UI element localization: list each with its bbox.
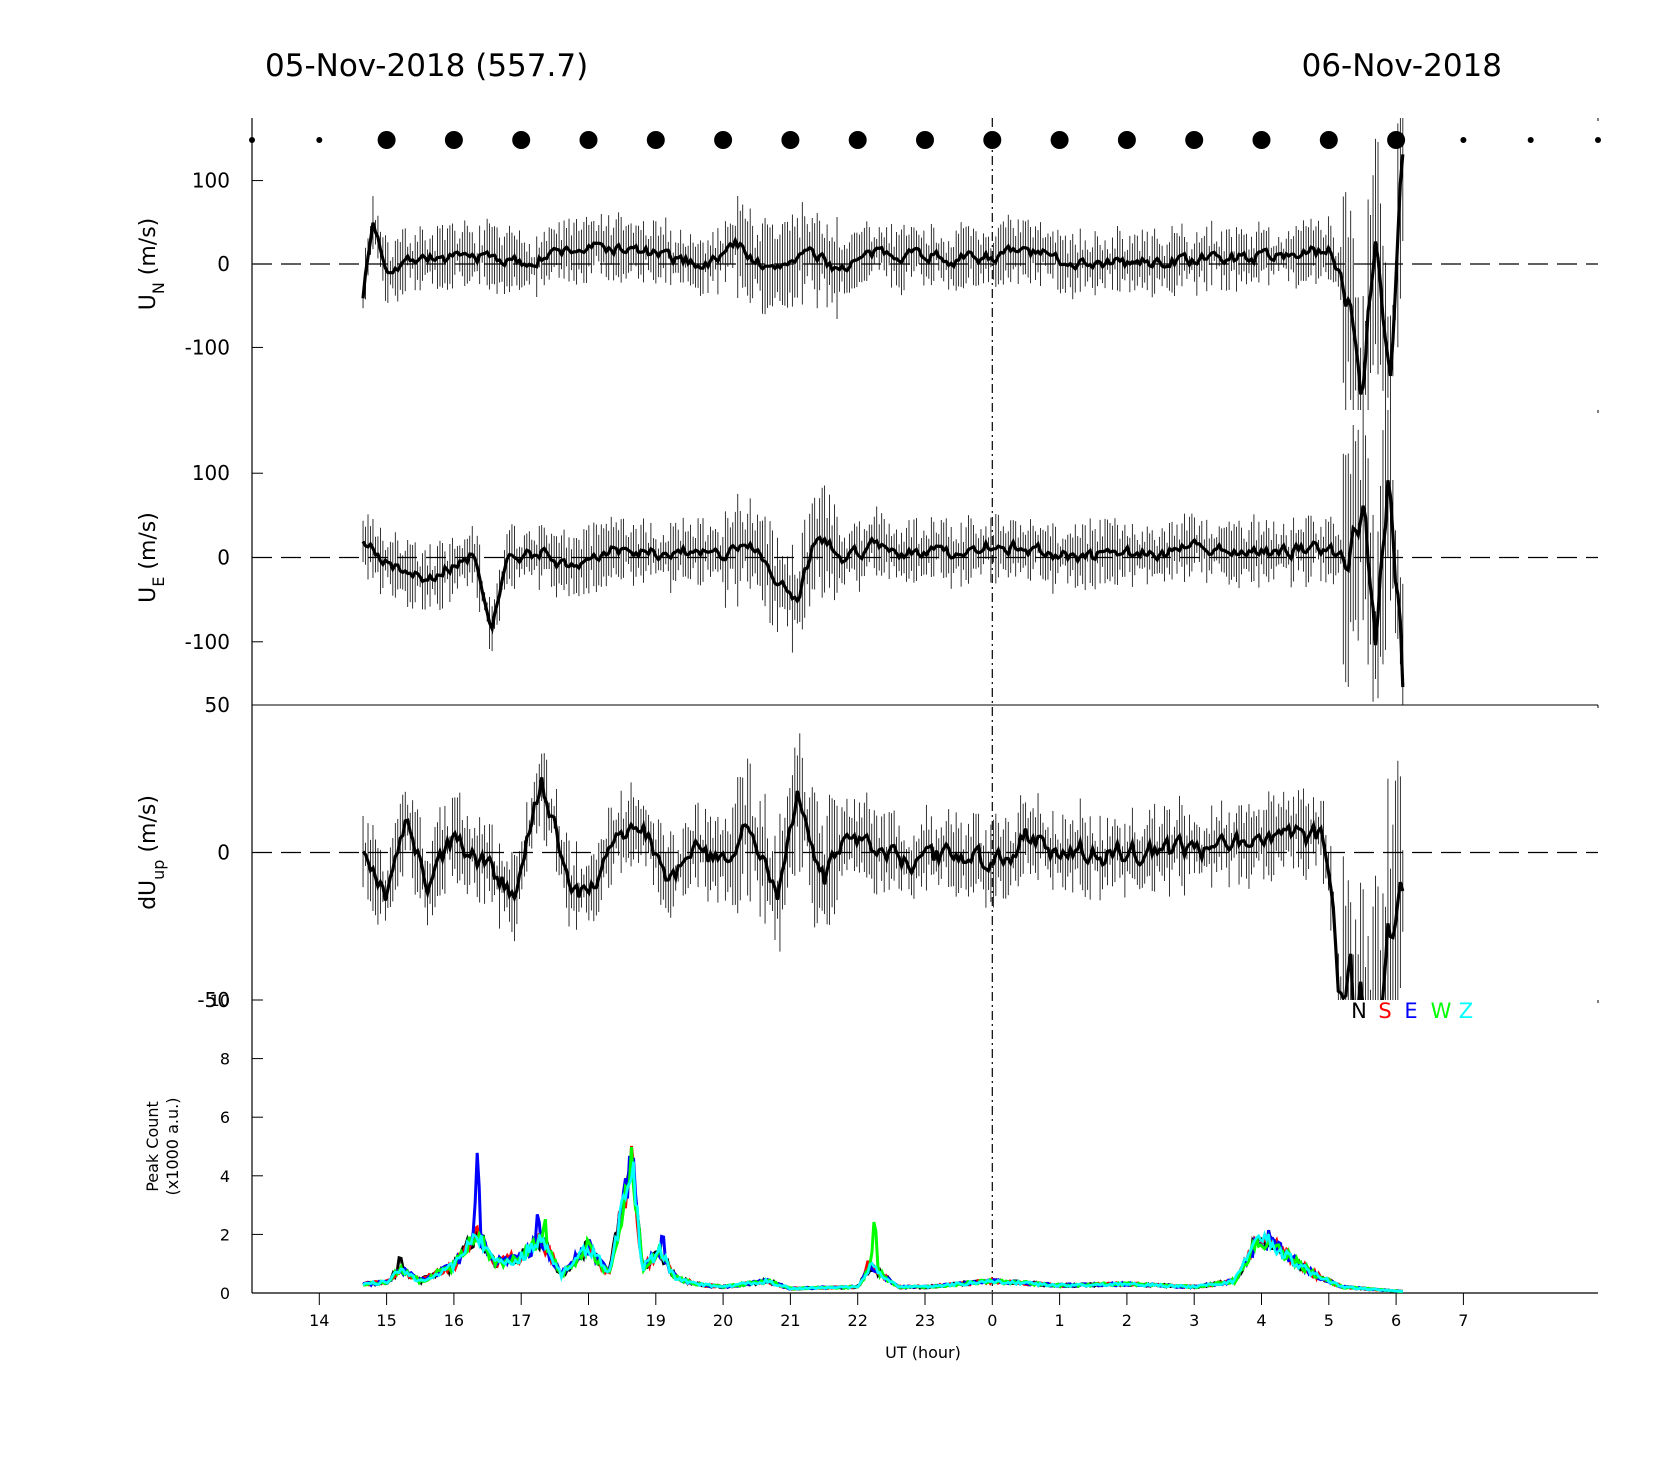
moon-marker [316,137,323,143]
y-label-main: dU [136,880,161,910]
y-tick-label: 0 [220,1284,230,1303]
y-label-main: U [136,294,161,310]
y-tick-label: -100 [185,630,230,654]
y-label-sub: up [149,860,168,880]
series-line-dUup [361,777,1405,1000]
y-label-unit: (m/s) [136,795,161,859]
x-axis: 14 15 16 17 18 19 20 21 22 23 0 1 2 3 4 5 6 7 [309,1293,1468,1330]
x-tick-label: 22 [848,1311,868,1330]
legend-item-S: S [1378,999,1391,1023]
y-tick-label: 8 [220,1050,230,1069]
x-tick-label: 2 [1122,1311,1132,1330]
moon-marker [1185,131,1204,149]
chart-title-left: 05-Nov-2018 (557.7) [265,48,588,84]
x-tick-label: 7 [1458,1311,1468,1330]
series-line-peak-W [362,1147,1403,1293]
x-tick-label: 20 [713,1311,733,1330]
series-line-peak-S [362,1145,1404,1293]
y-axis-label-peak: Peak Count [143,1101,162,1192]
error-bars [362,410,1404,705]
moon-marker [1319,131,1338,149]
y-tick-label: 0 [217,841,230,865]
chart-title-right: 06-Nov-2018 [1302,48,1502,84]
y-tick-label: 100 [192,461,230,485]
moon-marker [1527,137,1534,143]
y-axis-label-dUup: dUup (m/s) [136,795,168,910]
moon-marker [781,131,800,149]
x-tick-label: 1 [1055,1311,1065,1330]
x-tick-label: 14 [309,1311,329,1330]
moon-marker [1117,131,1136,149]
x-tick-label: 4 [1256,1311,1266,1330]
moon-marker [1460,137,1467,143]
y-axis-label-UE: UE (m/s) [136,512,168,603]
moon-marker [1595,137,1601,143]
x-axis-label: UT (hour) [885,1343,961,1362]
y-tick-label: 6 [220,1108,230,1127]
moon-marker [1050,131,1069,149]
y-tick-label: 10 [210,991,230,1010]
panel-PeakCount: 10 8 6 4 2 0 Peak Count (x1000 a.u.) [143,991,1599,1303]
legend-item-E: E [1404,999,1417,1023]
x-tick-label: 23 [915,1311,935,1330]
y-tick-label: 100 [192,169,230,193]
y-tick-label: 0 [217,252,230,276]
y-label-unit: (m/s) [136,512,161,576]
y-tick-label: -50 [197,988,230,1012]
moon-marker [444,131,463,149]
y-tick-label: -100 [185,335,230,359]
error-bars [362,733,1404,1000]
y-tick-label: 50 [205,693,230,717]
y-label-main: U [136,587,161,603]
series-line-UE [361,480,1405,688]
x-tick-label: 19 [646,1311,666,1330]
moon-marker [1387,131,1406,149]
panel-UE: 100 0 -100 UE (m/s) [136,410,1599,705]
moon-marker [646,131,665,149]
series-line-peak-Z [362,1161,1404,1293]
y-label-sub: N [149,282,168,294]
legend-item-N: N [1351,999,1367,1023]
moon-marker [1252,131,1271,149]
y-axis-label-UN: UN (m/s) [136,218,168,311]
x-tick-label: 17 [511,1311,531,1330]
legend-item-W: W [1431,999,1452,1023]
moon-marker [916,131,934,149]
series-line-UN [361,154,1405,395]
panel-UN: 100 0 -100 UN (m/s) [136,118,1599,410]
y-tick-label: 0 [217,546,230,570]
y-axis-label-peak-units: (x1000 a.u.) [163,1098,182,1196]
legend-item-Z: Z [1459,999,1473,1023]
x-tick-label: 16 [444,1311,464,1330]
x-tick-label: 18 [578,1311,598,1330]
moon-marker [714,131,733,149]
error-bars [362,118,1404,410]
moon-marker [848,131,867,149]
moon-marker [377,131,396,149]
y-label-sub: E [149,577,168,587]
panel-dUup: 50 0 -50 dUup (m/s) [136,693,1599,1012]
moon-marker [579,131,598,149]
y-label-unit: (m/s) [136,218,161,282]
x-tick-label: 3 [1189,1311,1199,1330]
moon-phase-markers [249,131,1601,149]
y-tick-label: 2 [220,1225,230,1244]
x-tick-label: 6 [1391,1311,1401,1330]
x-tick-label: 0 [987,1311,997,1330]
x-tick-label: 15 [376,1311,396,1330]
x-tick-label: 5 [1324,1311,1334,1330]
x-tick-label: 21 [780,1311,800,1330]
moon-marker [512,131,531,149]
y-tick-label: 4 [220,1167,230,1186]
